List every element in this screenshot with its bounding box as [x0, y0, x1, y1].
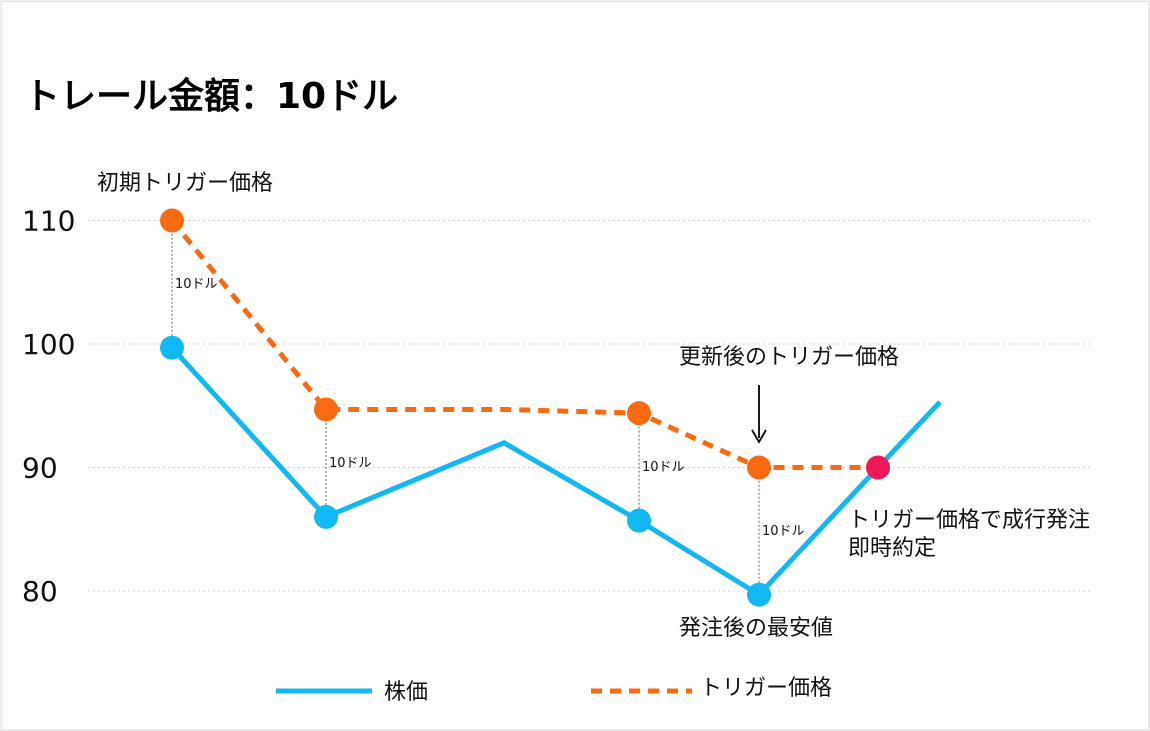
series-line-price [170, 346, 942, 598]
y-tick-label-80: 80 [22, 575, 58, 608]
arrow-head [751, 429, 767, 444]
y-axis-tick-labels: 80 90 100 110 [22, 205, 75, 609]
y-tick-label-100: 100 [22, 328, 75, 361]
series-line-trigger [170, 218, 878, 470]
gap-label-2: 10ドル [329, 456, 372, 471]
gap-label-4: 10ドル [762, 524, 805, 539]
annotation-execution-line1: トリガー価格で成行発注 [848, 508, 1090, 533]
trigger-point-4 [627, 401, 651, 426]
y-tick-label-90: 90 [22, 452, 58, 485]
annotation-execution-line2: 即時約定 [848, 536, 936, 561]
gap-connectors: 10ドル 10ドル 10ドル 10ドル [171, 220, 805, 595]
execution-point [866, 455, 890, 480]
annotation-lowest-price: 発注後の最安値 [679, 616, 833, 641]
trigger-point-1 [160, 208, 184, 233]
legend-label-price: 株価 [384, 680, 428, 705]
trigger-point-2 [314, 397, 338, 422]
grid-lines [88, 220, 1090, 592]
gap-label-1: 10ドル [175, 277, 218, 292]
price-point-2 [314, 504, 338, 529]
legend: 株価 トリガー価格 [276, 676, 832, 705]
series-markers [160, 208, 890, 607]
chart-title: トレール金額：10ドル [24, 75, 398, 117]
price-point-4 [627, 508, 651, 533]
annotation-arrow [751, 385, 767, 444]
annotation-updated-trigger: 更新後のトリガー価格 [679, 345, 899, 370]
annotation-initial-trigger: 初期トリガー価格 [97, 171, 273, 196]
legend-label-trigger: トリガー価格 [700, 676, 832, 701]
gap-label-3: 10ドル [642, 460, 685, 475]
trigger-point-5 [747, 455, 771, 480]
y-tick-label-110: 110 [22, 205, 75, 238]
price-point-1 [160, 335, 184, 360]
price-point-5 [747, 582, 771, 607]
series-lines [170, 218, 942, 598]
